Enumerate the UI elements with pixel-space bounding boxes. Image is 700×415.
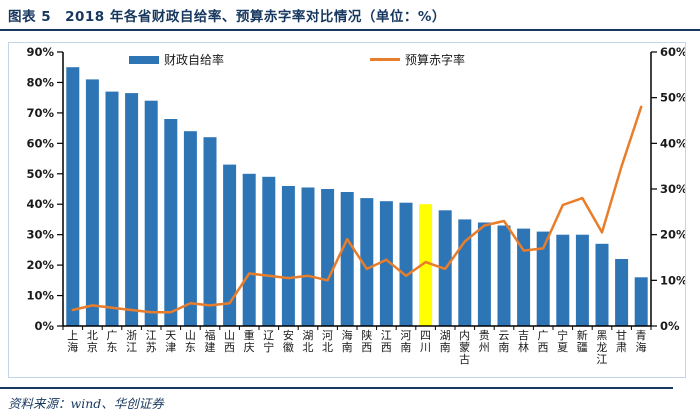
bar-河南 [399, 202, 413, 326]
x-label-宁夏: 宁夏 [557, 329, 569, 354]
bar-吉林 [517, 228, 531, 326]
left-axis-tick-label: 60% [26, 136, 54, 150]
x-label-山东: 山东 [184, 329, 196, 354]
bar-北京 [85, 79, 99, 327]
bar-陕西 [360, 198, 374, 326]
x-label-河南: 河南 [400, 329, 412, 354]
bar-福建 [203, 137, 217, 326]
x-label-广西: 广西 [537, 329, 549, 354]
deficit-rate-line [71, 105, 643, 314]
x-label-四川: 四川 [419, 329, 431, 354]
chart-container: 0% 10% 20% 30% 40% 50% 60% 70% 80% 90% 0% 10% 20% 30%… [8, 42, 686, 378]
x-label-黑龙江: 黑龙江 [596, 329, 608, 366]
legend-item-budget-deficit: 预算赤字率 [369, 51, 465, 68]
x-label-广东: 广东 [106, 329, 118, 354]
right-axis-tick-label: 10% [660, 273, 685, 287]
left-axis-tick-label: 20% [26, 258, 54, 272]
bar-云南 [497, 225, 511, 326]
x-label-青海: 青海 [635, 329, 647, 354]
bar-江西 [379, 201, 393, 326]
x-label-陕西: 陕西 [361, 329, 373, 354]
x-label-海南: 海南 [341, 329, 353, 354]
left-axis-tick-label: 40% [26, 197, 54, 211]
x-label-福建: 福建 [204, 329, 216, 354]
bar-highlight-四川 [419, 204, 433, 326]
x-label-内蒙古: 内蒙古 [459, 329, 471, 366]
chart-legend: 财政自给率 预算赤字率 [129, 51, 465, 68]
bar-山西 [223, 164, 237, 326]
x-label-安徽: 安徽 [282, 329, 294, 354]
x-label-云南: 云南 [498, 329, 510, 354]
bar-安徽 [281, 186, 295, 326]
bar-海南 [340, 192, 354, 326]
left-axis-tick-label: 90% [26, 45, 54, 59]
bar-辽宁 [262, 176, 276, 326]
x-label-湖北: 湖北 [302, 329, 314, 354]
legend-label-line: 预算赤字率 [404, 53, 465, 67]
bar-湖北 [301, 187, 315, 326]
legend-label-bar: 财政自给率 [164, 53, 225, 67]
bar-山东 [183, 131, 197, 326]
x-label-甘肃: 甘肃 [615, 329, 627, 354]
right-axis-tick-label: 50% [660, 91, 685, 105]
x-axis-labels: 上海北京广东浙江江苏天津山东福建山西重庆辽宁安徽湖北河北海南陕西江西河南四川湖南… [63, 330, 651, 376]
x-label-江西: 江西 [380, 329, 392, 354]
right-axis-tick-label: 0% [660, 319, 680, 333]
bar-新疆 [575, 234, 589, 326]
x-label-重庆: 重庆 [243, 329, 255, 354]
title-divider [0, 29, 700, 31]
x-label-河北: 河北 [322, 329, 334, 354]
bar-甘肃 [615, 259, 629, 326]
x-label-新疆: 新疆 [576, 329, 588, 354]
right-axis-tick-label: 20% [660, 228, 685, 242]
bar-青海 [634, 277, 648, 326]
bar-黑龙江 [595, 243, 609, 326]
right-axis-tick-label: 60% [660, 45, 685, 59]
bar-内蒙古 [458, 219, 472, 326]
bar-江苏 [144, 100, 158, 326]
left-axis-tick-label: 80% [26, 75, 54, 89]
x-label-贵州: 贵州 [478, 329, 490, 354]
left-axis-tick-label: 30% [26, 228, 54, 242]
source-note: 资料来源：wind、华创证券 [8, 396, 164, 411]
bar-贵州 [477, 222, 491, 326]
right-axis-tick-label: 30% [660, 182, 685, 196]
x-label-浙江: 浙江 [126, 329, 138, 354]
x-label-江苏: 江苏 [145, 329, 157, 354]
x-label-北京: 北京 [86, 329, 98, 354]
bar-河北 [321, 189, 335, 326]
bar-广西 [536, 231, 550, 326]
bar-swatch-icon [129, 55, 159, 64]
left-axis-tick-label: 10% [26, 289, 54, 303]
x-label-山西: 山西 [224, 329, 236, 354]
right-axis-tick-label: 40% [660, 136, 685, 150]
x-label-湖南: 湖南 [439, 329, 451, 354]
x-label-上海: 上海 [67, 329, 79, 354]
bar-上海 [66, 67, 80, 326]
x-label-天津: 天津 [165, 329, 177, 354]
x-label-吉林: 吉林 [517, 329, 529, 354]
figure-title: 图表 5 2018 年各省财政自给率、预算赤字率对比情况（单位：%） [8, 9, 446, 25]
legend-item-fiscal-self-sufficiency: 财政自给率 [129, 51, 224, 68]
left-axis-tick-label: 0% [34, 319, 54, 333]
left-axis-tick-label: 50% [26, 167, 54, 181]
bar-宁夏 [556, 234, 570, 326]
bar-重庆 [242, 173, 256, 326]
bar-天津 [164, 119, 178, 326]
x-label-辽宁: 辽宁 [263, 329, 275, 354]
left-axis-tick-label: 70% [26, 106, 54, 120]
bar-广东 [105, 91, 119, 326]
chart-svg: 0% 10% 20% 30% 40% 50% 60% 70% 80% 90% 0% 10% 20% 30%… [26, 45, 685, 333]
line-swatch-icon [369, 58, 400, 61]
bar-浙江 [125, 93, 139, 326]
footer-divider [0, 387, 673, 389]
